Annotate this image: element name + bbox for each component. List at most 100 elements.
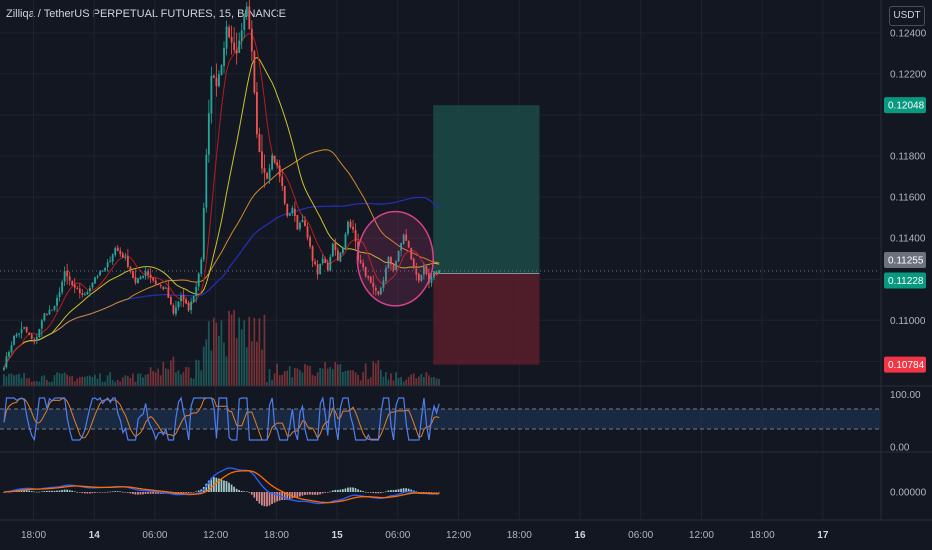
- macd-histogram-bar: [76, 491, 79, 493]
- candle-body: [349, 221, 352, 227]
- volume-bar: [38, 381, 41, 386]
- volume-bar: [172, 356, 175, 386]
- time-tick-label: 14: [89, 530, 101, 541]
- volume-bar: [278, 375, 281, 386]
- candle-body: [342, 247, 344, 253]
- candle-body: [283, 186, 286, 204]
- volume-bar: [238, 317, 241, 386]
- candle-body: [225, 26, 228, 49]
- ma-yellow: [3, 57, 440, 368]
- volume-bar: [281, 374, 284, 386]
- volume-bar: [23, 372, 25, 386]
- candle-body: [354, 229, 357, 242]
- macd-histogram-bar: [33, 491, 36, 493]
- candle-body: [329, 256, 332, 271]
- macd-histogram-bar: [357, 489, 359, 492]
- volume-bar: [101, 381, 104, 386]
- macd-histogram-bar: [428, 492, 430, 493]
- price-label-text: 0.11228: [888, 276, 924, 287]
- volume-bar: [243, 320, 246, 386]
- macd-histogram-bar: [425, 492, 428, 493]
- candle-body: [410, 247, 413, 260]
- macd-histogram-bar: [291, 492, 294, 499]
- volume-bar: [190, 377, 192, 386]
- volume-bar: [296, 368, 299, 386]
- candle-body: [268, 168, 271, 180]
- volume-bar: [56, 372, 58, 386]
- time-tick-label: 06:00: [385, 530, 410, 541]
- volume-bar: [304, 364, 306, 386]
- macd-histogram-bar: [152, 492, 154, 494]
- macd-histogram-bar: [210, 477, 213, 492]
- macd-histogram-bar: [306, 492, 309, 495]
- macd-histogram-bar: [132, 492, 134, 495]
- volume-bar: [397, 377, 400, 386]
- macd-histogram-bar: [400, 488, 402, 492]
- macd-histogram-bar: [53, 490, 56, 492]
- candle-body: [281, 176, 284, 186]
- volume-bar: [352, 370, 354, 386]
- macd-histogram-bar: [240, 490, 243, 492]
- ellipse-annotation[interactable]: [356, 210, 434, 307]
- macd-histogram-bar: [354, 488, 357, 492]
- volume-bar: [245, 347, 248, 386]
- profit-zone[interactable]: [433, 105, 540, 274]
- macd-histogram-bar: [293, 492, 296, 498]
- candles[interactable]: [3, 0, 440, 371]
- candle-body: [53, 306, 56, 310]
- candle-body: [243, 16, 246, 31]
- macd-histogram-bar: [101, 492, 104, 493]
- macd-histogram-bar: [230, 484, 233, 492]
- volume-bar: [169, 360, 172, 386]
- macd-histogram-bar: [190, 492, 192, 493]
- volume-bar: [109, 372, 111, 386]
- macd-histogram-bar: [324, 492, 327, 493]
- macd-histogram-bar: [258, 492, 261, 504]
- candle-body: [137, 278, 139, 284]
- candle-body: [250, 28, 253, 52]
- volume-bar: [223, 342, 225, 386]
- volume-bar: [46, 379, 48, 386]
- volume-bar: [68, 376, 71, 386]
- volume-bar: [152, 371, 154, 386]
- time-tick-label: 12:00: [203, 530, 228, 541]
- candle-body: [114, 248, 117, 256]
- volume-bars: [3, 310, 440, 386]
- stop-loss-zone[interactable]: [433, 273, 540, 365]
- macd-histogram-bar: [334, 489, 337, 492]
- macd-histogram-bar: [296, 492, 299, 498]
- candle-body: [111, 254, 114, 262]
- macd-histogram-bar: [286, 492, 289, 500]
- candle-body: [159, 284, 162, 286]
- volume-bar: [377, 360, 380, 386]
- candle-body: [230, 37, 233, 43]
- candle-body: [382, 280, 385, 288]
- macd-histogram-bar: [336, 489, 339, 492]
- macd-histogram-bar: [66, 489, 68, 492]
- candle-body: [162, 286, 165, 290]
- candle-body: [228, 27, 230, 38]
- macd-histogram-bar: [154, 492, 157, 494]
- currency-button[interactable]: USDT: [889, 6, 925, 26]
- volume-bar: [13, 375, 15, 386]
- time-tick-label: 17: [817, 530, 829, 541]
- macd-histogram-bar: [364, 491, 367, 493]
- volume-bar: [63, 372, 66, 386]
- volume-bar: [218, 335, 220, 386]
- candle-body: [309, 237, 311, 247]
- volume-bar: [400, 377, 402, 386]
- price-tick-label: 0.11800: [890, 152, 926, 163]
- candle-body: [78, 288, 81, 294]
- candle-body: [66, 270, 69, 277]
- time-tick-label: 12:00: [446, 530, 471, 541]
- macd-histogram-bar: [68, 490, 71, 492]
- candle-body: [306, 226, 309, 238]
- candle-body: [96, 276, 99, 278]
- macd-histogram-bar: [379, 492, 382, 494]
- macd-signal-line: [3, 470, 440, 504]
- volume-bar: [202, 346, 205, 386]
- candle-body: [339, 252, 342, 262]
- macd-histogram-bar: [397, 489, 400, 492]
- macd-histogram-bar: [129, 492, 132, 494]
